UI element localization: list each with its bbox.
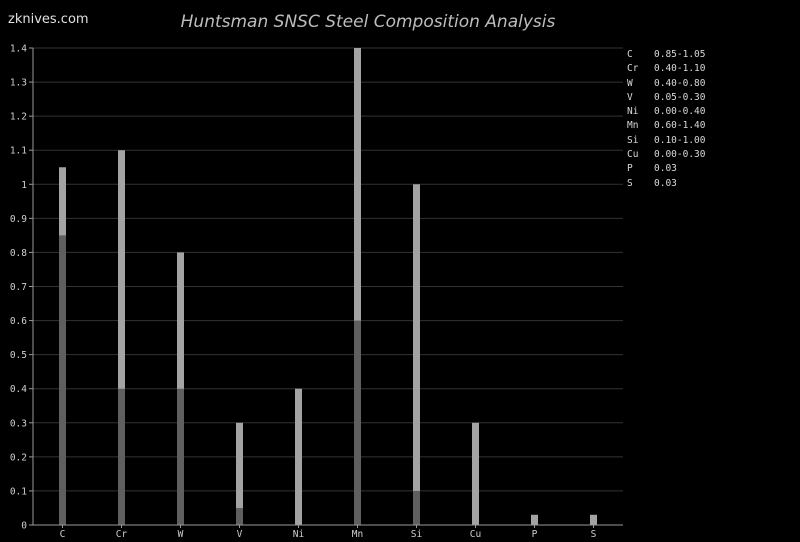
x-tick-label: Cr — [116, 529, 128, 540]
chart-title: Huntsman SNSC Steel Composition Analysis — [180, 12, 556, 32]
legend-item: W 0.40-0.80 — [627, 77, 705, 91]
bars — [59, 48, 597, 526]
legend-range: 0.00-0.40 — [654, 106, 706, 118]
legend-range: 0.85-1.05 — [654, 49, 706, 60]
legend-range: 0.00-0.30 — [654, 149, 706, 161]
legend-item: Mn 0.60-1.40 — [627, 119, 705, 133]
x-tick-label: Si — [411, 529, 423, 540]
y-tick-label: 1.4 — [10, 44, 27, 55]
bar-cr-max — [118, 150, 125, 525]
legend-item: Cu 0.00-0.30 — [627, 148, 705, 162]
bar-w-min — [177, 388, 184, 525]
site-watermark: zknives.com — [8, 12, 89, 27]
legend-range: 0.40-0.80 — [654, 77, 706, 89]
legend-range: 0.40-1.10 — [654, 63, 706, 75]
bar-cr-min — [118, 388, 125, 525]
y-tick-label: 0.3 — [10, 418, 27, 429]
legend-element: Cr — [627, 63, 639, 75]
bar-mn-min — [354, 320, 361, 525]
x-tick-label: Mn — [352, 529, 363, 540]
legend-range: 0.60-1.40 — [654, 120, 706, 132]
legend-element: W — [627, 77, 633, 89]
axes: 0 0.1 0.2 0.3 0.4 0.5 0.6 0.7 0.8 0.9 1 1.1 1.2 1.3 1.… — [10, 44, 623, 540]
bar-si-min — [413, 490, 420, 525]
bar-si-max — [413, 184, 420, 526]
x-tick-label: P — [532, 529, 538, 540]
legend-element: Si — [627, 134, 639, 146]
x-tick-label: Ni — [293, 529, 305, 540]
grid-lines — [33, 47, 623, 492]
x-tick-label: V — [237, 529, 243, 540]
legend-item: Cr 0.40-1.10 — [627, 62, 705, 76]
y-tick-label: 0.7 — [10, 282, 27, 293]
y-tick-label: 0.8 — [10, 248, 27, 259]
y-tick-label: 1.2 — [10, 112, 27, 123]
bar-v-max — [236, 422, 243, 525]
y-tick-label: 0.2 — [10, 452, 27, 463]
y-tick-label: 0.1 — [10, 486, 27, 497]
legend-item: P 0.03 — [627, 162, 705, 176]
bar-ni-max — [295, 388, 302, 525]
legend-element: Cu — [627, 149, 639, 161]
legend-element: V — [627, 91, 633, 103]
y-tick-label: 1.1 — [10, 146, 27, 157]
y-tick-label: 0 — [21, 521, 27, 532]
bar-mn-max — [354, 48, 361, 525]
bar-v-min — [236, 507, 243, 525]
y-tick-label: 0.9 — [10, 214, 27, 225]
legend-element: Ni — [627, 106, 639, 118]
legend-item: S 0.03 — [627, 177, 705, 191]
legend-element: C — [627, 49, 633, 60]
x-tick-label: S — [591, 529, 597, 540]
legend-range: 0.03 — [654, 177, 677, 189]
y-tick-label: 0.6 — [10, 316, 27, 327]
legend-element: Mn — [627, 120, 639, 132]
x-tick-label: Cu — [470, 529, 481, 540]
y-tick-label: 0.4 — [10, 384, 27, 395]
legend-element: P — [627, 163, 633, 175]
x-tick-label: W — [178, 529, 184, 540]
legend-range: 0.10-1.00 — [654, 134, 706, 146]
legend-item: V 0.05-0.30 — [627, 91, 705, 105]
legend-range: 0.03 — [654, 163, 677, 175]
bar-c-min — [59, 235, 66, 525]
y-tick-label: 1 — [21, 180, 27, 191]
bar-p-max — [531, 514, 538, 525]
bar-cu-max — [472, 422, 479, 525]
legend-range: 0.05-0.30 — [654, 91, 706, 103]
legend: C 0.85-1.05 Cr 0.40-1.10 W 0.40-0.80 V 0.05-0.3… — [627, 48, 705, 191]
y-tick-label: 1.3 — [10, 78, 27, 89]
legend-item: Si 0.10-1.00 — [627, 134, 705, 148]
x-tick-label: C — [60, 529, 66, 540]
legend-element: S — [627, 177, 633, 189]
bar-s-max — [590, 514, 597, 525]
legend-item: C 0.85-1.05 — [627, 48, 705, 62]
legend-item: Ni 0.00-0.40 — [627, 105, 705, 119]
y-tick-label: 0.5 — [10, 350, 27, 361]
